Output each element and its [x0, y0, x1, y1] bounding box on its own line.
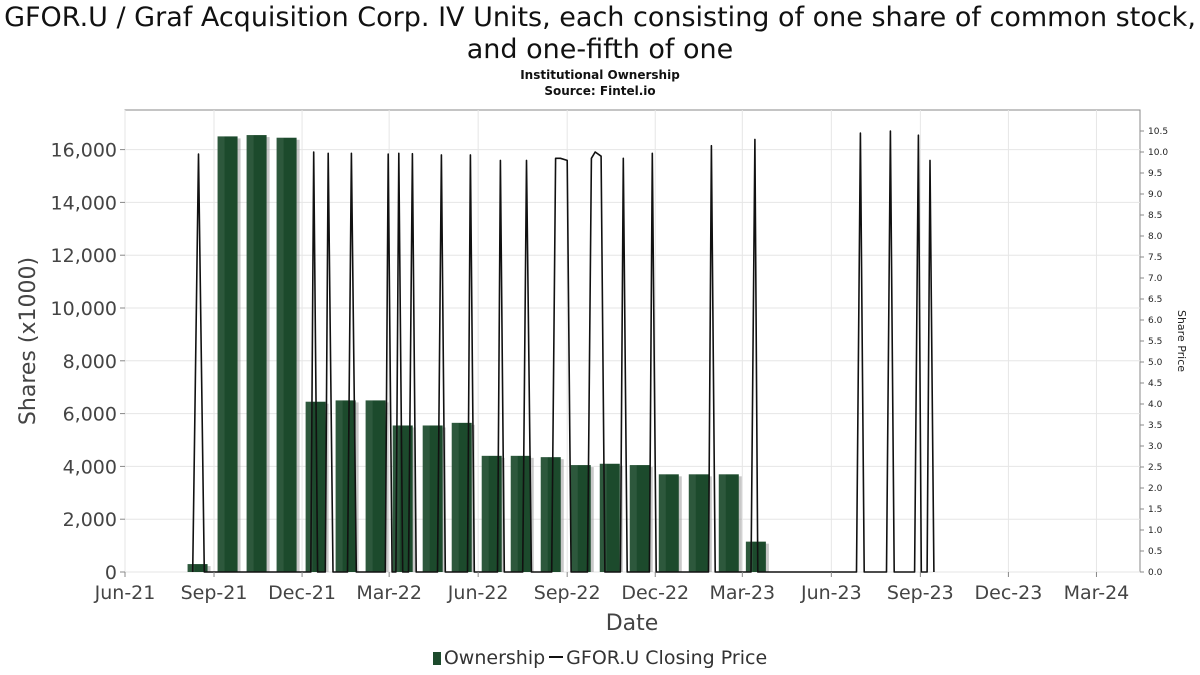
bar-highlight: [688, 474, 696, 572]
bar-highlight: [217, 136, 225, 572]
y2-tick-label: 3.0: [1148, 442, 1163, 452]
y2-tick-label: 9.5: [1148, 169, 1162, 179]
y-tick-label: 10,000: [51, 298, 117, 320]
bar-highlight: [718, 474, 726, 572]
x-tick-label: Dec-21: [268, 582, 336, 604]
ownership-bar: [481, 455, 502, 572]
y2-tick-label: 8.5: [1148, 211, 1162, 221]
x-tick-label: Sep-22: [534, 582, 601, 604]
ownership-bar: [451, 422, 472, 572]
y-tick-label: 8,000: [63, 351, 117, 373]
x-axis-title: Date: [606, 611, 659, 636]
y2-tick-label: 7.5: [1148, 253, 1162, 263]
y2-tick-label: 0.0: [1148, 568, 1163, 578]
y2-tick-label: 7.0: [1148, 274, 1163, 284]
x-tick-label: Sep-21: [181, 582, 248, 604]
x-tick-label: Jun-21: [94, 582, 156, 604]
bar-highlight: [599, 463, 607, 572]
bar-highlight: [540, 457, 548, 572]
x-tick-label: Mar-22: [356, 582, 422, 604]
x-axis: Jun-21 Sep-21 Dec-21 Mar-22 Jun-22 Sep-22 Dec-…: [94, 572, 1130, 604]
x-tick-label: Mar-23: [709, 582, 775, 604]
y-tick-label: 16,000: [51, 140, 117, 162]
ownership-bar: [217, 136, 238, 572]
y2-tick-label: 2.5: [1148, 463, 1162, 473]
y2-tick-label: 10.0: [1148, 148, 1168, 158]
bar-highlight: [510, 455, 518, 572]
y2-tick-label: 0.5: [1148, 547, 1162, 557]
x-tick-label: Dec-22: [621, 582, 689, 604]
ownership-bar: [335, 400, 356, 572]
x-tick-label: Sep-23: [887, 582, 954, 604]
legend-ownership-label: Ownership: [443, 647, 546, 669]
y2-tick-label: 1.0: [1148, 526, 1163, 536]
bar-highlight: [422, 425, 430, 572]
x-tick-label: Dec-23: [975, 582, 1043, 604]
bar-highlight: [276, 137, 284, 572]
bar-highlight: [335, 400, 343, 572]
ownership-bar: [570, 465, 591, 572]
y2-tick-label: 1.5: [1148, 505, 1162, 515]
subtitle-line: Institutional Ownership: [520, 68, 680, 82]
y-tick-label: 2,000: [63, 509, 117, 531]
y2-tick-label: 5.0: [1148, 358, 1163, 368]
y-axis-right: 0.0 0.5 1.0 1.5 2.0 2.5 3.0 3.5 4.0 4.5 5.0 5.5 6.0 6…: [1140, 127, 1168, 578]
ownership-bar: [718, 474, 739, 572]
y2-tick-label: 4.0: [1148, 400, 1163, 410]
ownership-bar: [276, 137, 297, 572]
bar-highlight: [629, 465, 637, 572]
legend: Ownership GFOR.U Closing Price: [0, 647, 1200, 669]
y2-tick-label: 8.0: [1148, 232, 1163, 242]
y-tick-label: 0: [105, 562, 117, 584]
x-tick-label: Jun-22: [447, 582, 509, 604]
y2-tick-label: 6.5: [1148, 295, 1162, 305]
bar-highlight: [451, 422, 459, 572]
ownership-bar: [246, 135, 267, 572]
x-tick-label: Jun-23: [800, 582, 862, 604]
subtitle-line: Source: Fintel.io: [544, 84, 656, 98]
ownership-bar: [540, 457, 561, 572]
bar-highlight: [658, 474, 666, 572]
y-axis-left: 0 2,000 4,000 6,000 8,000 10,000 12,000 14,000 1…: [51, 140, 125, 584]
bar-highlight: [481, 455, 489, 572]
ownership-bar: [187, 564, 208, 572]
y2-tick-label: 5.5: [1148, 337, 1162, 347]
bar-highlight: [187, 564, 195, 572]
y-tick-label: 6,000: [63, 404, 117, 426]
bar-highlight: [745, 541, 753, 572]
ownership-bar: [658, 474, 679, 572]
ownership-bar: [510, 455, 531, 572]
bar-highlight: [246, 135, 254, 572]
price-line: [191, 130, 935, 573]
y2-tick-label: 6.0: [1148, 316, 1163, 326]
y2-tick-label: 9.0: [1148, 190, 1163, 200]
x-tick-label: Mar-24: [1064, 582, 1130, 604]
y2-tick-label: 4.5: [1148, 379, 1162, 389]
y-tick-label: 4,000: [63, 456, 117, 478]
y2-tick-label: 3.5: [1148, 421, 1162, 431]
y-tick-label: 14,000: [51, 192, 117, 214]
legend-price-label: GFOR.U Closing Price: [566, 647, 768, 669]
legend-ownership-swatch: [432, 652, 441, 665]
chart-subtitle: Institutional Ownership Source: Fintel.i…: [0, 67, 1200, 99]
legend-price-swatch: [549, 656, 564, 658]
y2-tick-label: 10.5: [1148, 127, 1168, 137]
y2-axis-title: Share Price: [1175, 310, 1188, 372]
chart-title: GFOR.U / Graf Acquisition Corp. IV Units…: [4, 2, 1196, 65]
y-axis-title: Shares (x1000): [16, 257, 41, 425]
y-tick-label: 12,000: [51, 245, 117, 267]
ownership-bar: [688, 474, 709, 572]
y2-tick-label: 2.0: [1148, 484, 1163, 494]
ownership-bar: [629, 465, 650, 572]
bar-highlight: [570, 465, 578, 572]
ownership-bars: [187, 135, 769, 572]
bar-highlight: [365, 400, 373, 572]
bar-highlight: [305, 401, 313, 572]
ownership-bar: [365, 400, 386, 572]
